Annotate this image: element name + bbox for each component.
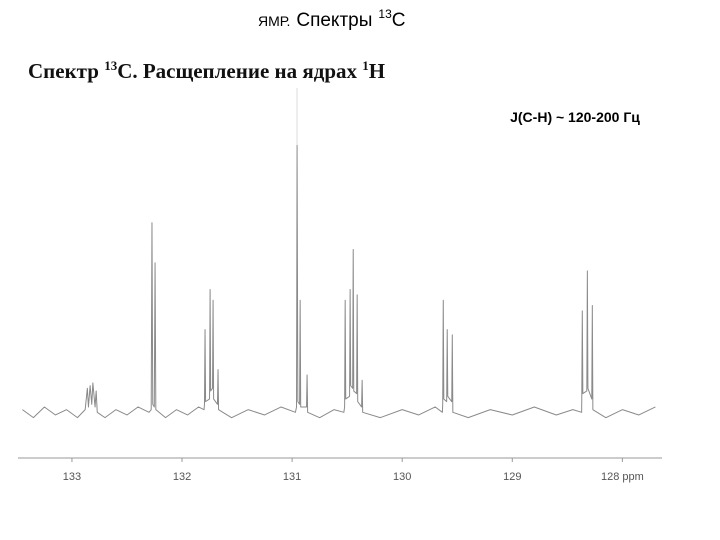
subtitle-sup: 13 <box>104 58 118 73</box>
spectrum-line <box>22 144 656 419</box>
annotation: J(C-H) ~ 120-200 Гц <box>510 109 640 125</box>
x-tick-label: 132 <box>173 471 191 483</box>
x-tick-label: 133 <box>63 471 81 483</box>
x-tick-label: 128 ppm <box>601 471 644 483</box>
subtitle-part: Н <box>369 59 385 83</box>
title-sup: 13 <box>378 7 392 21</box>
title-end: С <box>392 10 406 31</box>
title-prefix: ЯМР. <box>258 13 290 29</box>
x-tick-label: 131 <box>283 471 301 483</box>
title-main: Спектры <box>296 10 372 31</box>
x-tick-label: 130 <box>393 471 411 483</box>
x-tick-label: 129 <box>503 471 521 483</box>
subtitle: Спектр 13С. Расщепление на ядрах 1Н <box>28 58 385 83</box>
slide-title: ЯМР. Спектры 13С <box>258 7 405 31</box>
subtitle-sup: 1 <box>362 58 369 73</box>
subtitle-part: С. Расщепление на ядрах <box>117 59 362 83</box>
subtitle-part: Спектр <box>28 59 104 83</box>
